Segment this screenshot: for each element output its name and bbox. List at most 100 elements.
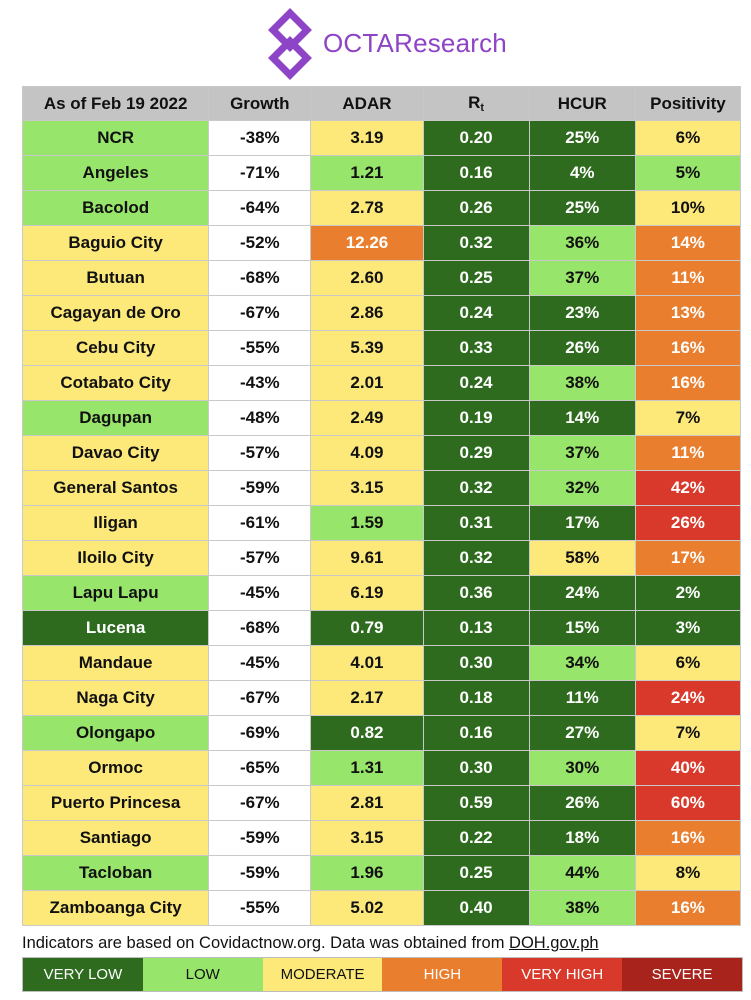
growth-cell: -64% [208, 190, 312, 226]
region-name: Baguio City [21, 225, 210, 261]
header-positivity: Positivity [634, 86, 742, 121]
growth-cell: -59% [208, 470, 312, 506]
region-name: Naga City [21, 680, 210, 716]
growth-cell: -67% [208, 785, 312, 821]
positivity-cell: 5% [634, 155, 742, 191]
hcur-cell: 38% [528, 365, 636, 401]
region-name: Cotabato City [21, 365, 210, 401]
rt-cell: 0.19 [422, 400, 530, 436]
positivity-cell: 14% [634, 225, 742, 261]
growth-cell: -68% [208, 610, 312, 646]
region-name: Santiago [21, 820, 210, 856]
region-name: Mandaue [21, 645, 210, 681]
positivity-cell: 16% [634, 365, 742, 401]
adar-cell: 3.15 [310, 470, 424, 506]
adar-cell: 1.21 [310, 155, 424, 191]
adar-cell: 2.78 [310, 190, 424, 226]
header-rt-sub: t [480, 102, 485, 114]
hcur-cell: 26% [528, 330, 636, 366]
header-as-of: As of Feb 19 2022 [21, 86, 210, 121]
positivity-cell: 17% [634, 540, 742, 576]
adar-cell: 4.09 [310, 435, 424, 471]
growth-cell: -45% [208, 645, 312, 681]
adar-cell: 5.39 [310, 330, 424, 366]
growth-cell: -61% [208, 505, 312, 541]
table-row: Olongapo -69% 0.82 0.16 27% 7% [21, 715, 742, 751]
adar-cell: 4.01 [310, 645, 424, 681]
rt-cell: 0.40 [422, 890, 530, 926]
table-row: Dagupan -48% 2.49 0.19 14% 7% [21, 400, 742, 436]
hcur-cell: 17% [528, 505, 636, 541]
table-row: General Santos -59% 3.15 0.32 32% 42% [21, 470, 742, 506]
brand-name: OCTAResearch [323, 28, 507, 58]
growth-cell: -71% [208, 155, 312, 191]
hcur-cell: 32% [528, 470, 636, 506]
adar-cell: 12.26 [310, 225, 424, 261]
hcur-cell: 14% [528, 400, 636, 436]
rt-cell: 0.29 [422, 435, 530, 471]
rt-cell: 0.18 [422, 680, 530, 716]
legend-item-very-high: VERY HIGH [502, 958, 623, 991]
adar-cell: 1.96 [310, 855, 424, 891]
rt-cell: 0.25 [422, 855, 530, 891]
adar-cell: 2.17 [310, 680, 424, 716]
table-row: Davao City -57% 4.09 0.29 37% 11% [21, 435, 742, 471]
header-hcur: HCUR [528, 86, 636, 121]
growth-cell: -59% [208, 820, 312, 856]
region-name: Butuan [21, 260, 210, 296]
footnote: Indicators are based on Covidactnow.org.… [22, 934, 747, 953]
table-row: Iligan -61% 1.59 0.31 17% 26% [21, 505, 742, 541]
table-row: NCR -38% 3.19 0.20 25% 6% [21, 120, 742, 156]
rt-cell: 0.32 [422, 225, 530, 261]
header: OCTAResearch [0, 0, 751, 84]
positivity-cell: 16% [634, 890, 742, 926]
legend-item-moderate: MODERATE [262, 958, 383, 991]
header-rt: Rt [422, 86, 530, 121]
region-name: Olongapo [21, 715, 210, 751]
adar-cell: 2.86 [310, 295, 424, 331]
adar-cell: 5.02 [310, 890, 424, 926]
hcur-cell: 27% [528, 715, 636, 751]
table-row: Butuan -68% 2.60 0.25 37% 11% [21, 260, 742, 296]
table-body: NCR -38% 3.19 0.20 25% 6% Angeles -71% 1.21 0.16 4… [21, 120, 742, 926]
region-name: Tacloban [21, 855, 210, 891]
rt-cell: 0.36 [422, 575, 530, 611]
region-name: Cebu City [21, 330, 210, 366]
growth-cell: -65% [208, 750, 312, 786]
table-row: Ormoc -65% 1.31 0.30 30% 40% [21, 750, 742, 786]
table-row: Zamboanga City -55% 5.02 0.40 38% 16% [21, 890, 742, 926]
legend-item-high: HIGH [382, 958, 503, 991]
adar-cell: 2.49 [310, 400, 424, 436]
hcur-cell: 44% [528, 855, 636, 891]
growth-cell: -69% [208, 715, 312, 751]
region-name: Angeles [21, 155, 210, 191]
positivity-cell: 11% [634, 435, 742, 471]
positivity-cell: 7% [634, 400, 742, 436]
positivity-cell: 11% [634, 260, 742, 296]
rt-cell: 0.24 [422, 295, 530, 331]
octa-logo-icon [268, 8, 312, 80]
region-name: Iloilo City [21, 540, 210, 576]
growth-cell: -45% [208, 575, 312, 611]
positivity-cell: 6% [634, 645, 742, 681]
growth-cell: -67% [208, 680, 312, 716]
positivity-cell: 6% [634, 120, 742, 156]
region-name: NCR [21, 120, 210, 156]
region-name: General Santos [21, 470, 210, 506]
table-header-row: As of Feb 19 2022 Growth ADAR Rt HCUR Po… [21, 86, 742, 121]
positivity-cell: 2% [634, 575, 742, 611]
positivity-cell: 8% [634, 855, 742, 891]
table-row: Naga City -67% 2.17 0.18 11% 24% [21, 680, 742, 716]
hcur-cell: 37% [528, 260, 636, 296]
region-name: Ormoc [21, 750, 210, 786]
rt-cell: 0.31 [422, 505, 530, 541]
rt-cell: 0.30 [422, 750, 530, 786]
adar-cell: 2.01 [310, 365, 424, 401]
growth-cell: -55% [208, 890, 312, 926]
legend: VERY LOW LOW MODERATE HIGH VERY HIGH SEVERE [22, 957, 743, 992]
positivity-cell: 16% [634, 330, 742, 366]
rt-cell: 0.59 [422, 785, 530, 821]
source-link[interactable]: DOH.gov.ph [509, 934, 599, 952]
table-row: Baguio City -52% 12.26 0.32 36% 14% [21, 225, 742, 261]
table-row: Cagayan de Oro -67% 2.86 0.24 23% 13% [21, 295, 742, 331]
